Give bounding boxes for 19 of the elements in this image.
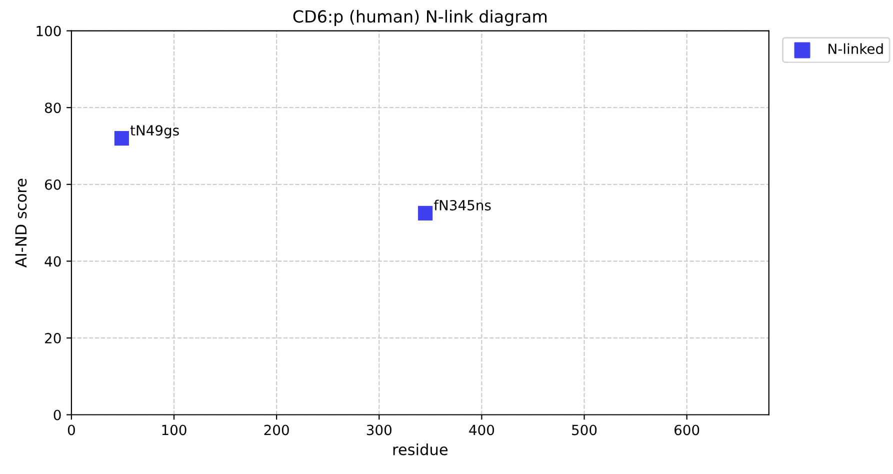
x-tick-label: 300 — [366, 424, 392, 436]
x-tick-label: 200 — [264, 424, 289, 436]
x-axis-title: residue — [393, 443, 448, 456]
x-tick-label: 400 — [469, 424, 494, 436]
x-tick-label: 100 — [162, 424, 186, 436]
y-tick-label: 80 — [44, 102, 61, 114]
legend-label: N-linked — [828, 43, 883, 54]
y-tick-label: 100 — [36, 26, 61, 36]
x-tick-label: 600 — [674, 424, 700, 436]
y-tick-label: 0 — [54, 410, 61, 420]
y-axis-title: AI-ND score — [15, 178, 27, 268]
annotation: tN49gs — [130, 125, 179, 138]
y-tick-label: 60 — [45, 179, 61, 190]
y-tick-label: 40 — [44, 256, 61, 267]
x-tick-label: 0 — [68, 424, 75, 436]
y-tick-label: 20 — [45, 332, 61, 344]
x-tick-label: 500 — [572, 424, 597, 436]
annotation: fN345ns — [434, 200, 491, 210]
chart-title: CD6:p (human) N-link diagram — [293, 10, 547, 26]
